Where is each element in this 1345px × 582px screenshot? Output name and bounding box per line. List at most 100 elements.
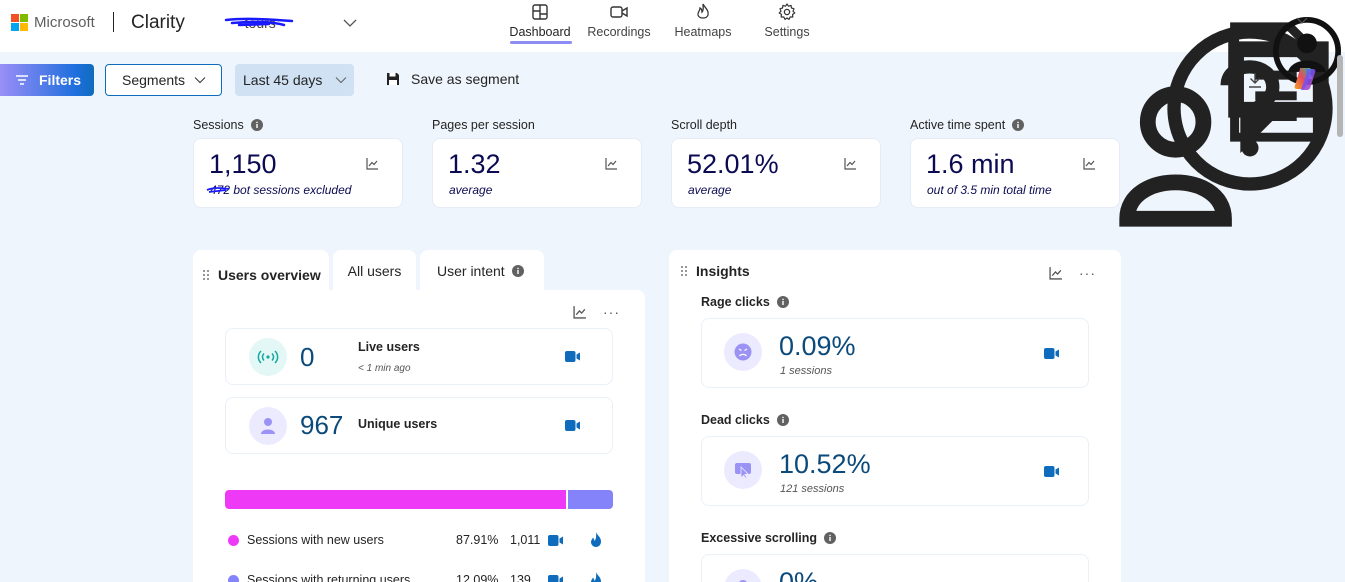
trend-chart-icon[interactable] xyxy=(366,157,379,170)
copilot-icon[interactable] xyxy=(1291,65,1319,93)
heatmap-flame-icon[interactable] xyxy=(590,572,602,582)
insights-header: Insights xyxy=(680,263,750,279)
info-icon[interactable] xyxy=(1012,119,1025,131)
unique-users-row: 967 Unique users xyxy=(225,397,613,454)
trend-chart-icon[interactable] xyxy=(605,157,618,170)
metric-card-active-time[interactable]: 1.6 min out of 3.5 min total time xyxy=(910,138,1120,208)
filters-button[interactable]: Filters xyxy=(0,64,94,96)
tab-label: User intent xyxy=(437,263,505,279)
download-icon[interactable] xyxy=(1246,71,1264,89)
drag-handle-icon[interactable] xyxy=(202,269,210,281)
recordings-camera-icon[interactable] xyxy=(565,420,580,431)
legend-row-returning-users: Sessions with returning users 12.09% 139 xyxy=(225,572,613,582)
row-frame-right xyxy=(555,397,613,454)
info-icon[interactable] xyxy=(824,532,837,544)
nav-tab-settings[interactable]: Settings xyxy=(747,2,827,39)
microsoft-logo-icon xyxy=(11,14,28,31)
broadcast-icon xyxy=(257,350,279,364)
dead-click-icon xyxy=(735,463,751,479)
chevron-down-icon xyxy=(194,77,206,84)
info-icon[interactable] xyxy=(776,414,789,426)
panel-actions: ··· xyxy=(573,304,620,320)
insight-label-excessive-scrolling: Excessive scrolling xyxy=(701,531,837,545)
segments-dropdown[interactable]: Segments xyxy=(105,64,222,96)
recordings-camera-icon[interactable] xyxy=(548,535,563,546)
tab-label: Users overview xyxy=(218,267,321,283)
nav-tab-dashboard[interactable]: Dashboard xyxy=(505,2,575,39)
more-options-icon[interactable]: ··· xyxy=(1079,265,1096,281)
insight-value: 0.09% xyxy=(779,331,856,361)
metric-card-sessions[interactable]: 1,150 472 bot sessions excluded xyxy=(193,138,403,208)
page-scrollbar[interactable] xyxy=(1336,55,1345,582)
more-options-icon[interactable]: ··· xyxy=(603,304,620,320)
trend-chart-icon[interactable] xyxy=(573,305,587,319)
drag-handle-icon[interactable] xyxy=(680,265,688,277)
insight-avatar xyxy=(724,569,762,582)
redaction-scribble xyxy=(206,187,230,193)
filters-label: Filters xyxy=(39,72,82,88)
legend-label: Sessions with new users xyxy=(247,533,384,547)
scrollbar-thumb[interactable] xyxy=(1337,55,1343,137)
redaction-scribble xyxy=(224,17,294,27)
insight-card-rage-clicks[interactable]: 0.09% 1 sessions xyxy=(701,318,1089,388)
info-icon[interactable] xyxy=(776,296,789,308)
account-chevron-down-icon[interactable] xyxy=(1295,14,1309,28)
legend-count: 1,011 xyxy=(510,533,541,547)
angry-face-icon xyxy=(734,343,752,361)
recordings-camera-icon[interactable] xyxy=(548,575,563,582)
date-range-dropdown[interactable]: Last 45 days xyxy=(235,64,354,96)
nav-tab-recordings[interactable]: Recordings xyxy=(579,2,659,39)
insight-value: 0% xyxy=(779,567,819,582)
user-icon xyxy=(261,418,275,434)
split-bar-segment-returning[interactable] xyxy=(566,490,613,509)
nav-tab-heatmaps[interactable]: Heatmaps xyxy=(663,2,743,39)
live-users-row: 0 Live users < 1 min ago xyxy=(225,328,613,385)
insight-card-dead-clicks[interactable]: 10.52% 121 sessions xyxy=(701,436,1089,506)
active-tab-indicator xyxy=(510,41,572,44)
save-as-segment-button[interactable]: Save as segment xyxy=(385,71,519,87)
recordings-icon xyxy=(610,6,628,18)
legend-count: 139 xyxy=(510,573,531,582)
metric-value: 1.6 min xyxy=(926,149,1015,179)
legend-row-new-users: Sessions with new users 87.91% 1,011 xyxy=(225,532,613,550)
insight-avatar xyxy=(724,333,762,371)
row-frame-right xyxy=(555,328,613,385)
nav-tab-label: Recordings xyxy=(587,25,651,39)
product-name[interactable]: Clarity xyxy=(131,12,185,33)
split-bar-segment-new[interactable] xyxy=(225,490,567,509)
metric-sub: average xyxy=(449,183,493,197)
info-icon[interactable] xyxy=(250,119,263,131)
recordings-camera-icon[interactable] xyxy=(1044,466,1059,477)
panel-actions: ··· xyxy=(1049,265,1096,281)
top-navigation-bar: Microsoft Clarity ireltours Dashboard Re… xyxy=(0,0,1345,227)
legend-dot xyxy=(228,575,239,582)
trend-chart-icon[interactable] xyxy=(844,157,857,170)
filter-icon xyxy=(16,75,28,85)
metric-sub: average xyxy=(688,183,732,197)
date-range-label: Last 45 days xyxy=(243,72,323,88)
tab-user-intent[interactable]: User intent xyxy=(420,250,544,292)
nav-tab-label: Heatmaps xyxy=(674,25,732,39)
metric-value: 1.32 xyxy=(448,149,501,179)
unique-users-title: Unique users xyxy=(358,417,438,431)
docs-icon[interactable] xyxy=(1207,13,1345,151)
trend-chart-icon[interactable] xyxy=(1049,266,1063,280)
project-chevron-down-icon[interactable] xyxy=(342,15,358,31)
insight-value: 10.52% xyxy=(779,449,871,479)
company-name: Microsoft xyxy=(34,14,95,31)
recordings-camera-icon[interactable] xyxy=(1044,348,1059,359)
recordings-camera-icon[interactable] xyxy=(565,351,580,362)
metric-card-scroll-depth[interactable]: 52.01% average xyxy=(671,138,881,208)
tab-all-users[interactable]: All users xyxy=(333,250,416,292)
save-icon xyxy=(387,73,399,85)
trend-chart-icon[interactable] xyxy=(1083,157,1096,170)
metric-label-pages-per-session: Pages per session xyxy=(432,118,535,132)
row-frame-left xyxy=(225,397,301,454)
info-icon[interactable] xyxy=(511,265,524,277)
metric-card-pages-per-session[interactable]: 1.32 average xyxy=(432,138,642,208)
row-frame-bottom xyxy=(301,453,555,454)
metric-sub: out of 3.5 min total time xyxy=(927,183,1052,197)
insight-sub: 1 sessions xyxy=(780,365,832,377)
heatmap-flame-icon[interactable] xyxy=(590,532,602,547)
insight-card-excessive-scrolling[interactable]: 0% xyxy=(701,554,1089,582)
